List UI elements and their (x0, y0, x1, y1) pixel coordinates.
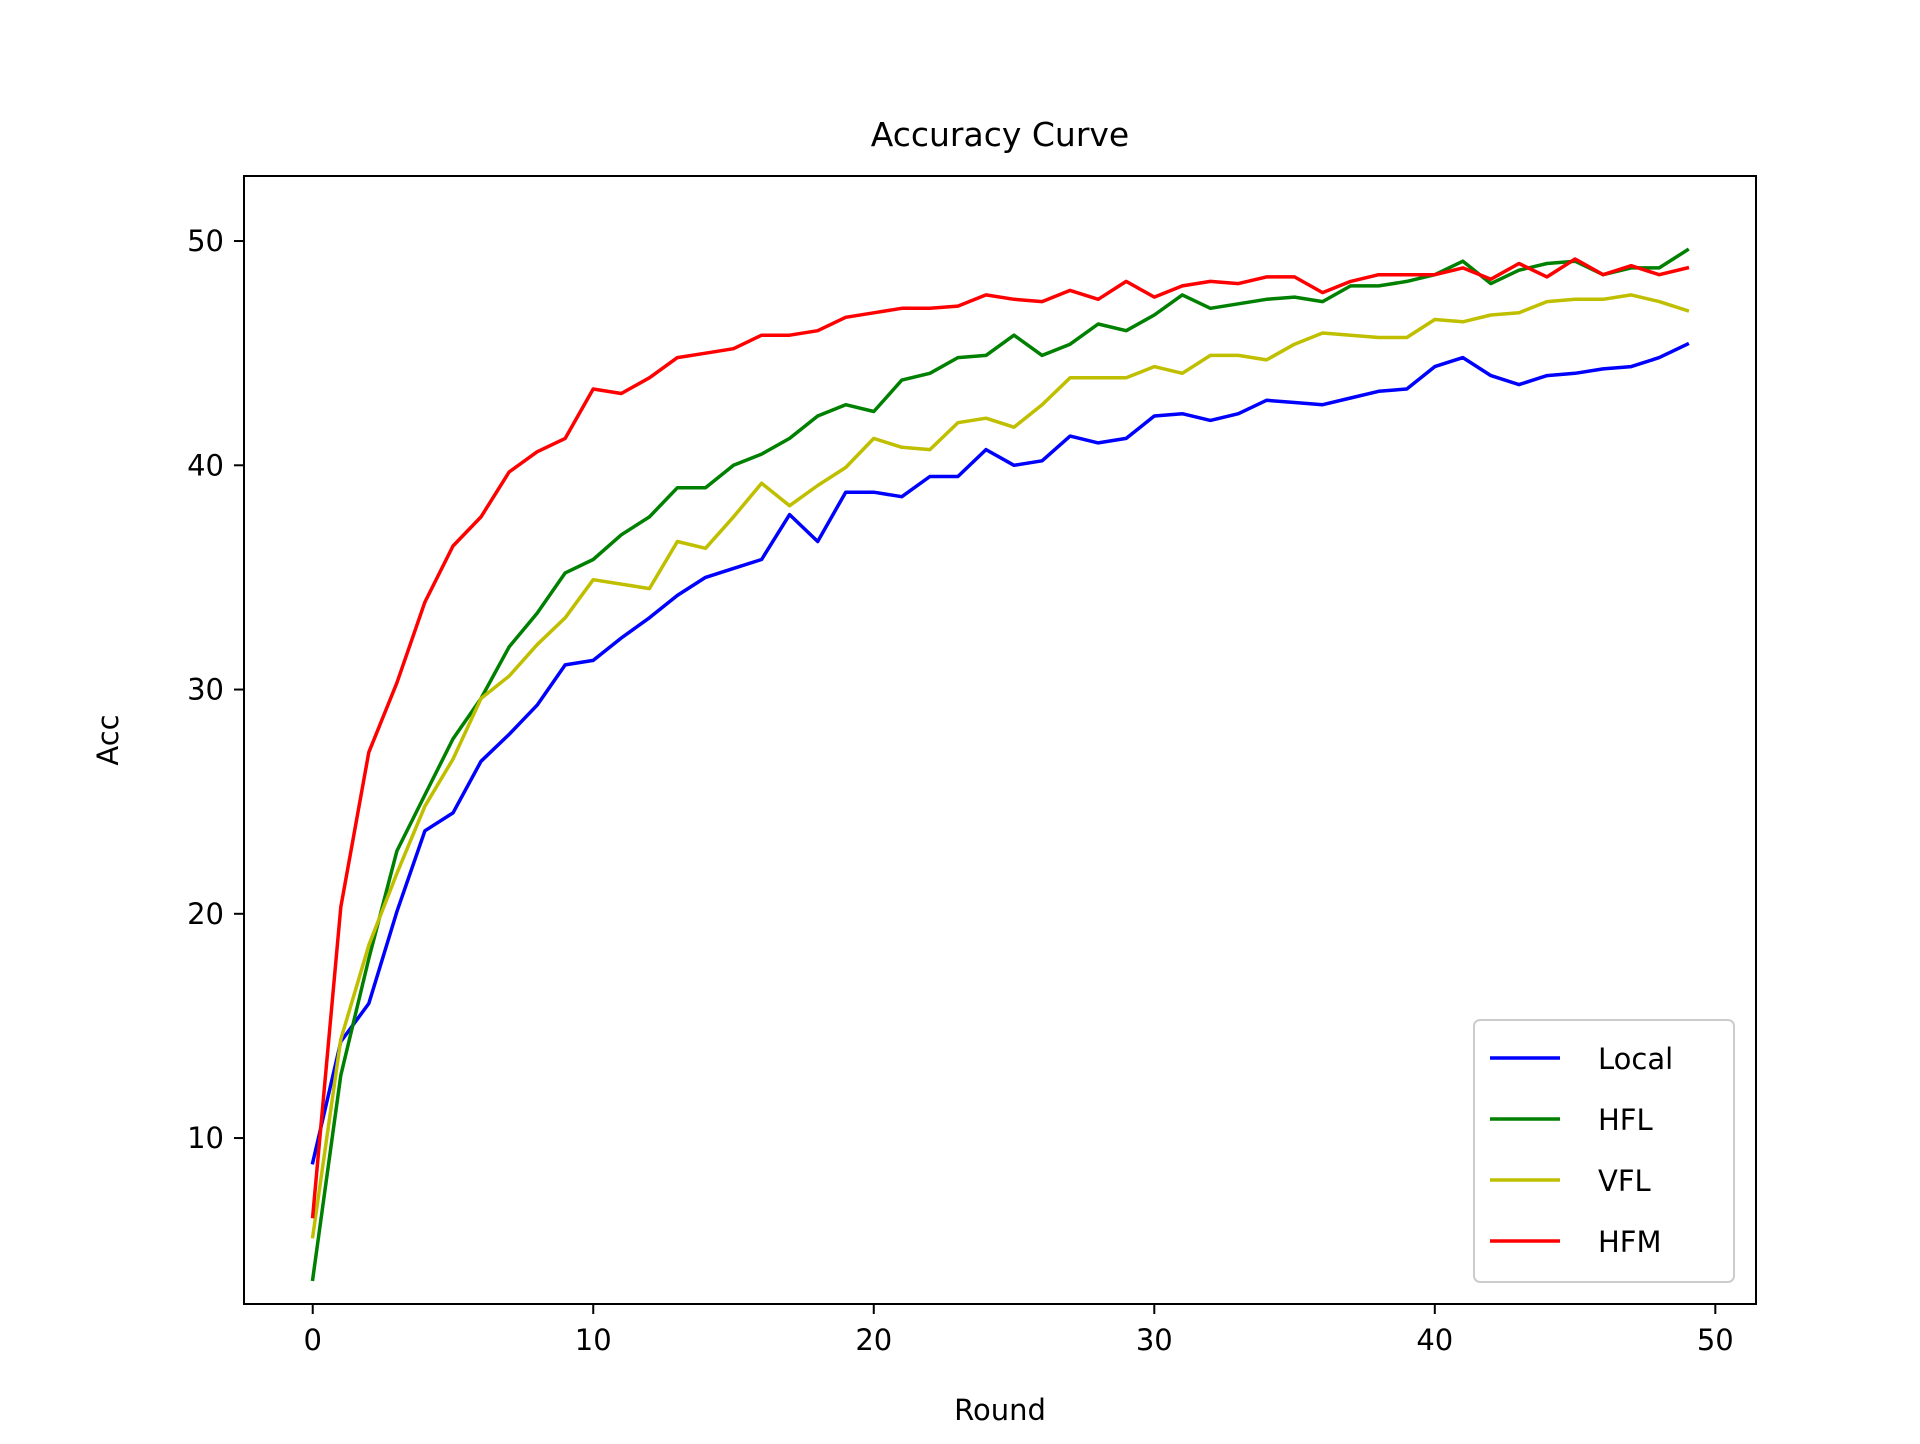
legend-label-hfm: HFM (1598, 1225, 1662, 1259)
legend: Local HFL VFL HFM (1473, 1019, 1735, 1283)
y-tick-label: 20 (187, 897, 224, 931)
legend-label-local: Local (1598, 1042, 1673, 1076)
series-line-hfl (310, 247, 1690, 1282)
x-tick-label: 0 (304, 1323, 322, 1357)
series-layer (310, 247, 1690, 1282)
legend-box (1473, 1019, 1735, 1283)
x-tick-label: 40 (1416, 1323, 1453, 1357)
x-tick-label: 30 (1136, 1323, 1173, 1357)
x-tick-label: 10 (575, 1323, 612, 1357)
series-line-local (310, 341, 1690, 1165)
legend-label-vfl: VFL (1598, 1164, 1651, 1198)
y-axis-label: Acc (91, 714, 125, 765)
series-line-vfl (310, 293, 1690, 1239)
chart-title: Accuracy Curve (871, 115, 1130, 154)
y-tick-label: 40 (187, 448, 224, 482)
x-tick-label: 50 (1697, 1323, 1734, 1357)
series-line-hfm (310, 257, 1690, 1219)
y-tick-label: 50 (187, 224, 224, 258)
x-tick-label: 20 (855, 1323, 892, 1357)
y-tick-label: 30 (187, 673, 224, 707)
x-axis-label: Round (954, 1393, 1046, 1427)
legend-label-hfl: HFL (1598, 1103, 1653, 1137)
y-tick-label: 10 (187, 1121, 224, 1155)
axes-layer: 0 10 20 30 40 50 10 20 30 40 50 (187, 224, 1734, 1357)
plot-area-frame (243, 175, 1757, 1305)
